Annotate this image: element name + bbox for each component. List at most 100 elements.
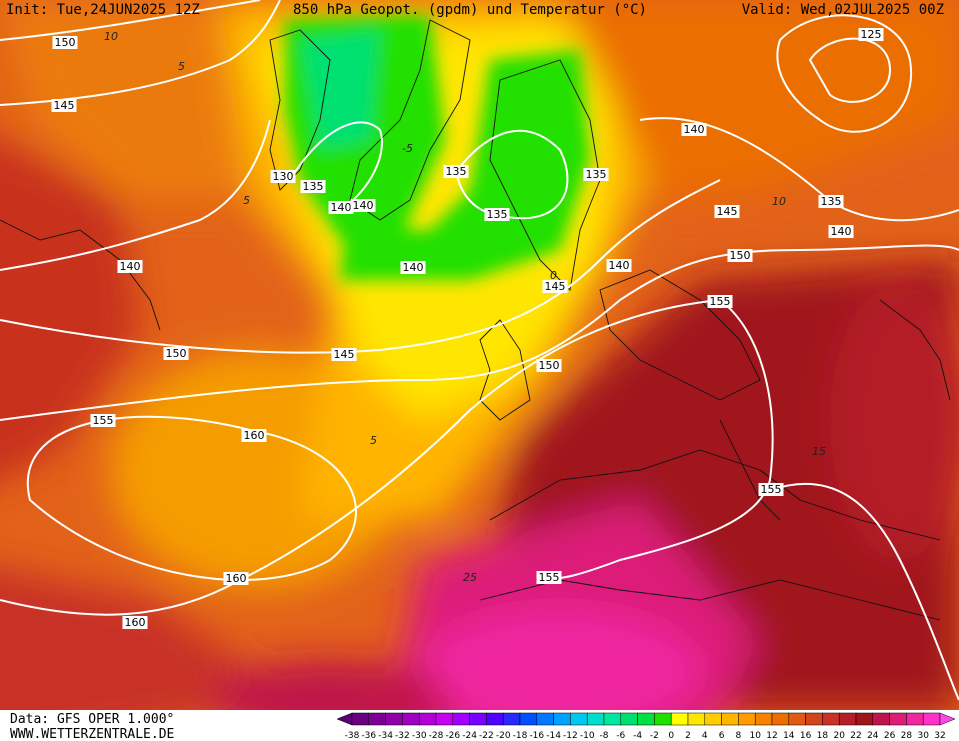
- colorbar-box: [637, 712, 655, 726]
- colorbar-box: [519, 712, 538, 726]
- contour-label: 155: [761, 483, 782, 496]
- colorbar-label: 2: [685, 731, 691, 741]
- colorbar-label: 26: [884, 731, 896, 741]
- contour-label: 135: [586, 168, 607, 181]
- colorbar-label: -30: [412, 731, 427, 741]
- colorbar-label: 30: [917, 731, 929, 741]
- contour-label: 155: [93, 414, 114, 427]
- temperature-labels: 10 5 5 -5 5 0 25 15 10: [104, 30, 826, 584]
- colorbar-box: [452, 712, 470, 726]
- colorbar-label: -12: [563, 731, 578, 741]
- label-box: [681, 123, 707, 136]
- colorbar-label: -4: [633, 731, 642, 741]
- data-source: Data: GFS OPER 1.000°: [10, 712, 174, 727]
- isotherm-label: 5: [370, 434, 377, 447]
- label-box: [727, 249, 753, 262]
- colorbar-arrow: [939, 712, 956, 726]
- label-box: [828, 225, 854, 238]
- colorbar: -38 -36 -34 -32 -30 -28 -26 -24 -22 -20 -18 -16 -14-…: [336, 712, 956, 741]
- contour-label: 160: [244, 429, 265, 442]
- colorbar-label: -2: [650, 731, 659, 741]
- colorbar-label: 0: [668, 731, 674, 741]
- colorbar-box: [351, 712, 370, 726]
- isotherm-label: 5: [178, 60, 185, 73]
- colorbar-box: [654, 712, 672, 726]
- colorbar-box: [620, 712, 638, 726]
- colorbar-box: [805, 712, 823, 726]
- colorbar-box: [788, 712, 806, 726]
- colorbar-box: [368, 712, 386, 726]
- colorbar-label: 12: [766, 731, 777, 741]
- valid-time: Valid: Wed,02JUL2025 00Z: [742, 2, 944, 18]
- label-box: [400, 261, 426, 274]
- colorbar-label: 28: [901, 731, 913, 741]
- contour-label: 145: [545, 280, 566, 293]
- contour-label: 145: [54, 99, 75, 112]
- contour-label: 160: [125, 616, 146, 629]
- contour-label: 135: [303, 180, 324, 193]
- colorbar-box: [771, 712, 790, 726]
- colorbar-box: [469, 712, 487, 726]
- colorbar-label: 14: [783, 731, 795, 741]
- label-box: [117, 260, 143, 273]
- isotherm-label: -5: [402, 142, 413, 155]
- colorbar-label: -34: [378, 731, 393, 741]
- label-box: [51, 99, 77, 112]
- colorbar-box: [670, 712, 689, 726]
- label-box: [443, 165, 469, 178]
- colorbar-box: [402, 712, 420, 726]
- colorbar-label: 22: [850, 731, 861, 741]
- label-box: [858, 28, 884, 41]
- colorbar-box: [536, 712, 554, 726]
- colorbar-box: [687, 712, 706, 726]
- contour-label: 140: [331, 201, 352, 214]
- colorbar-label: -32: [395, 731, 410, 741]
- colorbar-label: 18: [817, 731, 829, 741]
- colorbar-label: -36: [361, 731, 376, 741]
- label-box: [707, 295, 733, 308]
- map-title: 850 hPa Geopot. (gpdm) und Temperatur (°…: [293, 2, 647, 18]
- colorbar-label: 10: [749, 731, 761, 741]
- colorbar-box: [586, 712, 605, 726]
- contour-label: 140: [609, 259, 630, 272]
- colorbar-label: -28: [429, 731, 444, 741]
- label-box: [542, 280, 568, 293]
- label-box: [606, 259, 632, 272]
- contour-label: 145: [334, 348, 355, 361]
- colorbar-label: -16: [529, 731, 544, 741]
- colorbar-box: [906, 712, 924, 726]
- colorbar-box: [838, 712, 857, 726]
- colorbar-label: 4: [702, 731, 708, 741]
- contour-label: 140: [120, 260, 141, 273]
- label-box: [122, 616, 148, 629]
- colorbar-label: 20: [833, 731, 845, 741]
- contour-label: 135: [446, 165, 467, 178]
- contour-label: 140: [403, 261, 424, 274]
- label-box: [163, 347, 189, 360]
- colorbar-box: [418, 712, 437, 726]
- colorbar-label: -24: [462, 731, 477, 741]
- colorbar-label: -26: [445, 731, 460, 741]
- label-box: [714, 205, 740, 218]
- colorbar-label: -10: [580, 731, 595, 741]
- label-box: [241, 429, 267, 442]
- colorbar-box: [872, 712, 890, 726]
- colorbar-label: 32: [934, 731, 945, 741]
- isotherm-label: 10: [104, 30, 118, 43]
- colorbar-label: 8: [736, 731, 742, 741]
- isotherm-label: 10: [772, 195, 786, 208]
- colorbar-box: [704, 712, 722, 726]
- colorbar-box: [889, 712, 907, 726]
- colorbar-box: [502, 712, 521, 726]
- contour-label: 130: [273, 170, 294, 183]
- contour-label: 135: [487, 208, 508, 221]
- label-box: [331, 348, 357, 361]
- contour-label: 150: [730, 249, 751, 262]
- colorbar-box: [553, 712, 571, 726]
- colorbar-label: -8: [600, 731, 609, 741]
- label-box: [328, 201, 354, 214]
- label-box: [90, 414, 116, 427]
- colorbar-box: [385, 712, 403, 726]
